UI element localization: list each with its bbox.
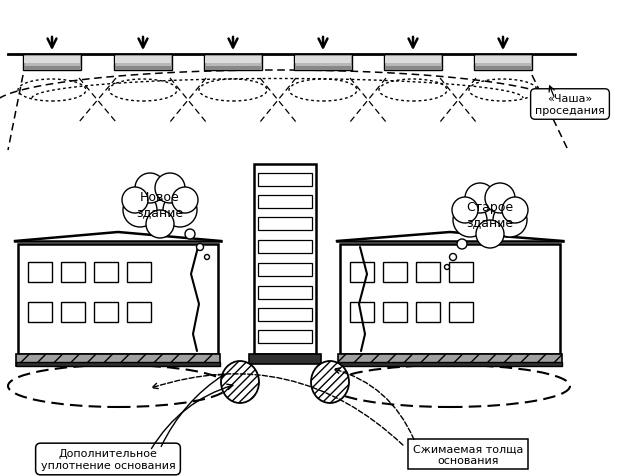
Bar [24,67,80,71]
Circle shape [196,244,204,251]
Bar [383,302,407,322]
Circle shape [123,194,157,228]
Bar [258,218,312,230]
Bar [475,67,531,71]
Circle shape [204,255,209,260]
Bar [416,262,440,282]
Bar [127,302,151,322]
Bar [350,262,374,282]
Bar [475,57,531,64]
Circle shape [444,265,450,270]
Bar [258,263,312,277]
Circle shape [485,184,515,214]
Bar [295,67,351,71]
Circle shape [465,189,515,239]
Bar [16,354,220,366]
Bar [249,354,321,364]
Bar [23,55,81,71]
Text: Старое
здание: Старое здание [467,200,513,228]
Text: Сжимаемая толща
основания: Сжимаемая толща основания [413,443,523,465]
Circle shape [172,188,198,214]
Bar [258,330,312,343]
Bar [28,262,52,282]
Bar [258,287,312,299]
Bar [449,302,473,322]
Bar [385,57,441,64]
Ellipse shape [311,361,349,403]
Bar [205,67,261,71]
Bar [16,362,220,366]
Bar [294,55,352,71]
Circle shape [453,204,487,238]
Circle shape [122,188,148,214]
Circle shape [450,254,457,261]
Bar [350,302,374,322]
Ellipse shape [221,361,259,403]
Bar [127,262,151,282]
Text: «Чаша»
проседания: «Чаша» проседания [535,94,605,116]
Bar [258,196,312,208]
Bar [474,55,532,71]
Circle shape [452,198,478,224]
Circle shape [135,179,185,229]
Circle shape [493,204,527,238]
Circle shape [476,220,504,248]
Bar [205,57,261,64]
Circle shape [163,194,197,228]
Bar [94,262,118,282]
Bar [416,302,440,322]
Bar [24,57,80,64]
Bar [94,302,118,322]
Bar [204,55,262,71]
Bar [115,57,171,64]
Text: Дополнительное
уплотнение основания: Дополнительное уплотнение основания [40,448,176,470]
Bar [254,165,316,354]
Bar [61,262,85,282]
Bar [115,67,171,71]
Text: Новое
здание: Новое здание [136,190,184,218]
Bar [258,308,312,321]
Bar [28,302,52,322]
Bar [449,262,473,282]
Bar [114,55,172,71]
Circle shape [457,239,467,249]
Circle shape [502,198,528,224]
Circle shape [155,174,185,204]
Bar [383,262,407,282]
Bar [385,67,441,71]
Bar [340,245,560,354]
Bar [338,362,562,366]
Bar [18,245,218,354]
Bar [384,55,442,71]
Circle shape [465,184,495,214]
Bar [338,354,562,366]
Bar [258,174,312,187]
Bar [61,302,85,322]
Circle shape [135,174,165,204]
Circle shape [146,210,174,238]
Bar [295,57,351,64]
Circle shape [185,229,195,239]
Bar [258,240,312,253]
